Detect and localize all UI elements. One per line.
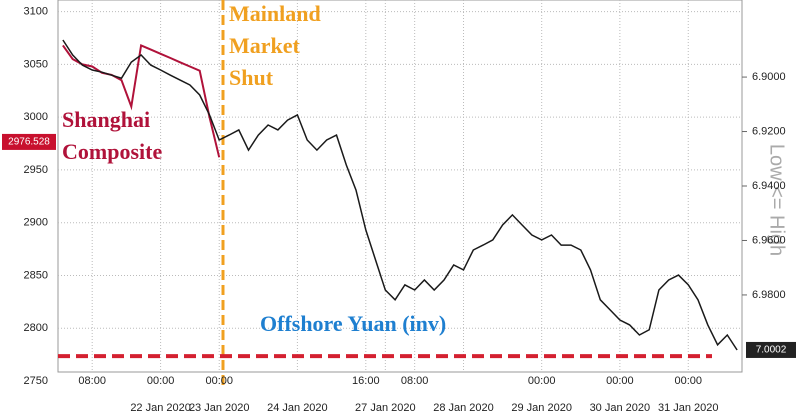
y-tick-label: 3000: [24, 111, 48, 123]
annotation: Offshore Yuan (inv): [260, 311, 446, 336]
x-date-label: 28 Jan 2020: [433, 402, 494, 414]
last-value-box: [746, 341, 796, 358]
x-date-label: 27 Jan 2020: [355, 402, 416, 414]
y-tick-label: 2800: [24, 322, 48, 334]
annotation: Market: [229, 33, 301, 58]
annotation: Shanghai: [62, 107, 150, 132]
x-date-label: 23 Jan 2020: [189, 402, 250, 414]
series-line: [62, 43, 221, 158]
y-tick-label: 3050: [24, 58, 48, 70]
x-date-label: 29 Jan 2020: [511, 402, 572, 414]
y-tick-label: 2950: [24, 164, 48, 176]
annotation: Shut: [229, 65, 274, 90]
y2-tick-label: 6.9000: [752, 71, 786, 83]
x-tick-label: 00:00: [205, 375, 233, 387]
y-tick-label: 3100: [24, 6, 48, 18]
x-tick-label: 08:00: [401, 375, 429, 387]
plot-frame: [57, 0, 743, 373]
x-date-label: 30 Jan 2020: [590, 402, 651, 414]
y2-axis-title: Low <= High: [766, 144, 788, 256]
y2-tick-label: 6.9800: [752, 289, 786, 301]
x-tick-label: 00:00: [147, 375, 175, 387]
y2-tick-label: 6.9600: [752, 234, 786, 246]
x-date-label: 22 Jan 2020: [130, 402, 191, 414]
last-value-box: [2, 133, 56, 150]
x-tick-label: 08:00: [78, 375, 106, 387]
y2-tick-label: 6.9400: [752, 180, 786, 192]
y-tick-label: 2900: [24, 217, 48, 229]
last-value-label: 7.0002: [756, 345, 787, 356]
x-tick-label: 00:00: [674, 375, 702, 387]
x-tick-label: 00:00: [528, 375, 556, 387]
x-date-label: 24 Jan 2020: [267, 402, 328, 414]
annotation: Mainland: [229, 1, 321, 26]
y2-tick-label: 6.9200: [752, 125, 786, 137]
x-date-label: 31 Jan 2020: [658, 402, 719, 414]
last-value-label: 2976.528: [8, 137, 50, 148]
y-tick-label: 2850: [24, 269, 48, 281]
annotation: Composite: [62, 139, 162, 164]
y-tick-label: 2750: [24, 375, 48, 387]
series-line: [62, 39, 738, 351]
x-tick-label: 16:00: [352, 375, 380, 387]
x-tick-label: 00:00: [606, 375, 634, 387]
